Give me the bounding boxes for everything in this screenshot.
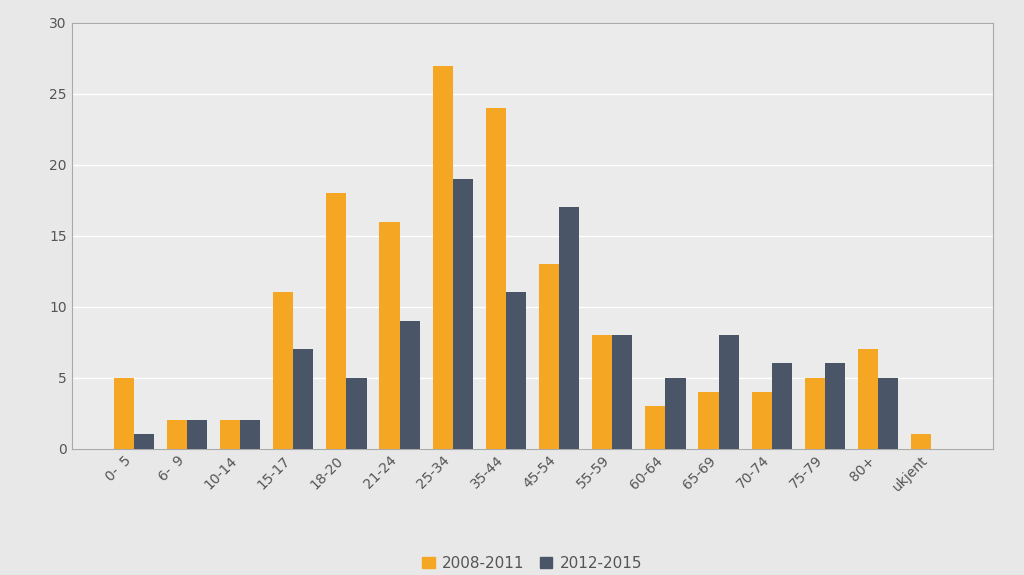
Bar: [539, 264, 559, 448]
Bar: [273, 293, 293, 448]
Bar: [293, 349, 313, 448]
Bar: [453, 179, 473, 448]
Bar: [612, 335, 633, 448]
Bar: [134, 434, 154, 448]
Bar: [666, 378, 686, 448]
Bar: [432, 66, 453, 449]
Bar: [187, 420, 207, 448]
Bar: [772, 363, 792, 448]
Bar: [858, 349, 878, 448]
Bar: [698, 392, 719, 449]
Bar: [645, 406, 666, 448]
Bar: [114, 378, 134, 448]
Bar: [752, 392, 772, 449]
Bar: [220, 420, 240, 448]
Bar: [346, 378, 367, 448]
Bar: [399, 321, 420, 448]
Bar: [719, 335, 738, 448]
Bar: [911, 434, 931, 448]
Bar: [805, 378, 825, 448]
Bar: [559, 208, 580, 448]
Bar: [592, 335, 612, 448]
Bar: [167, 420, 187, 448]
Bar: [327, 193, 346, 448]
Bar: [506, 293, 526, 448]
Bar: [825, 363, 845, 448]
Bar: [379, 221, 399, 448]
Legend: 2008-2011, 2012-2015: 2008-2011, 2012-2015: [417, 550, 648, 575]
Bar: [240, 420, 260, 448]
Bar: [485, 108, 506, 448]
Bar: [878, 378, 898, 448]
